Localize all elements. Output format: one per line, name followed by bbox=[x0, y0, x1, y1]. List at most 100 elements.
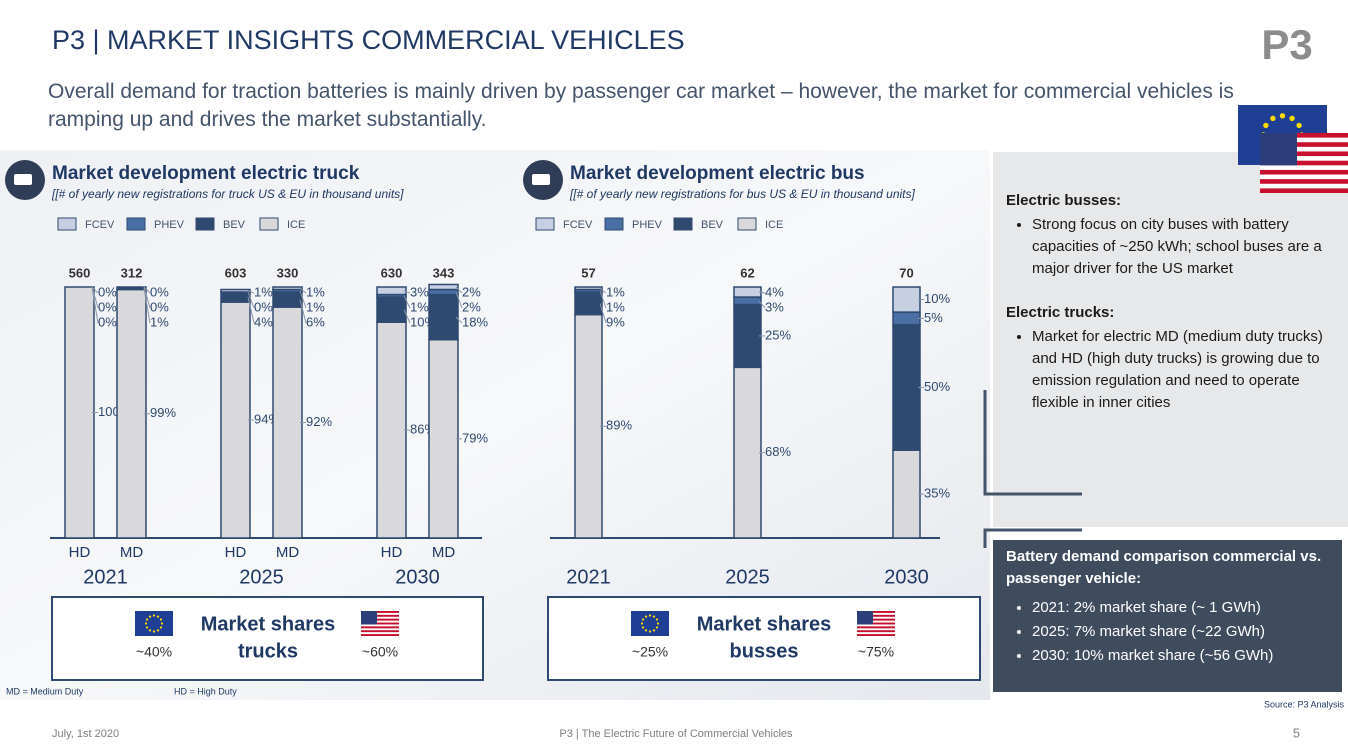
side-heading: Electric busses: bbox=[1006, 192, 1122, 209]
label-leader bbox=[403, 290, 411, 294]
market-share-us: ~60% bbox=[362, 644, 398, 660]
eu-star bbox=[655, 618, 659, 621]
market-share-title: Market shares bbox=[201, 613, 336, 635]
eu-star bbox=[145, 626, 149, 629]
total-label: 343 bbox=[433, 265, 455, 280]
label-leader bbox=[91, 286, 99, 324]
total-label: 70 bbox=[899, 265, 913, 280]
us-stripe bbox=[857, 626, 895, 629]
label-leader bbox=[247, 290, 255, 294]
bar-segment bbox=[428, 288, 459, 296]
data-label: 5% bbox=[924, 310, 943, 325]
eu-star bbox=[152, 630, 156, 633]
us-stripe bbox=[361, 630, 399, 633]
us-stripe bbox=[1260, 188, 1348, 193]
label-leader bbox=[455, 286, 463, 294]
data-label: 1% bbox=[606, 284, 625, 299]
eu-star bbox=[644, 629, 648, 632]
data-label: 6% bbox=[306, 314, 325, 329]
bar-segment bbox=[376, 296, 407, 323]
eu-star bbox=[655, 626, 659, 629]
source: Source: P3 Analysis bbox=[1264, 699, 1345, 709]
group-label: 2025 bbox=[239, 566, 284, 588]
eu-star bbox=[641, 626, 645, 629]
data-label: 0% bbox=[98, 314, 117, 329]
data-label: 2% bbox=[462, 299, 481, 314]
us-stripe bbox=[1260, 133, 1348, 138]
data-label: 0% bbox=[98, 284, 117, 299]
bar-segment bbox=[574, 286, 603, 291]
footer-date: July, 1st 2020 bbox=[52, 728, 119, 740]
eu-star bbox=[152, 614, 156, 617]
label-leader bbox=[403, 309, 411, 324]
side-panel: Electric busses: Strong focus on city bu… bbox=[1006, 190, 1328, 436]
bar-segment bbox=[220, 288, 251, 293]
data-label: 0% bbox=[98, 299, 117, 314]
us-stripe bbox=[857, 630, 895, 633]
data-label: 1% bbox=[306, 299, 325, 314]
category-label: HD bbox=[69, 544, 91, 561]
eu-star bbox=[1270, 115, 1276, 122]
data-label: 68% bbox=[765, 444, 791, 459]
bar-segment bbox=[272, 306, 303, 539]
battery-bullet: 2025: 7% market share (~22 GWh) bbox=[1032, 620, 1336, 644]
total-label: 62 bbox=[740, 265, 754, 280]
us-canton bbox=[361, 611, 377, 625]
legend-label: BEV bbox=[223, 219, 246, 231]
eu-star bbox=[641, 618, 645, 621]
bar-segment bbox=[574, 291, 603, 316]
category-label: MD bbox=[432, 544, 455, 561]
bar-segment bbox=[733, 366, 762, 539]
bar-segment bbox=[892, 311, 921, 326]
us-stripe bbox=[1260, 151, 1348, 157]
market-share-us: ~75% bbox=[858, 644, 894, 660]
data-label: 18% bbox=[462, 314, 488, 329]
data-label: 9% bbox=[606, 314, 625, 329]
bar-segment bbox=[733, 303, 762, 369]
data-label: 0% bbox=[254, 299, 273, 314]
data-label: 50% bbox=[924, 379, 950, 394]
us-stripe bbox=[1260, 169, 1348, 175]
label-leader bbox=[247, 296, 255, 324]
category-label: 2030 bbox=[884, 566, 929, 588]
eu-star bbox=[148, 615, 152, 618]
legend-swatch bbox=[57, 217, 77, 231]
category-label: MD bbox=[276, 544, 299, 561]
data-label: 1% bbox=[606, 299, 625, 314]
legend-label: PHEV bbox=[632, 219, 663, 231]
label-leader bbox=[91, 286, 99, 294]
bar-segment bbox=[428, 338, 459, 539]
data-label: 4% bbox=[254, 314, 273, 329]
eu-star bbox=[156, 615, 160, 618]
eu-star bbox=[159, 626, 163, 629]
eu-star bbox=[160, 622, 164, 625]
label-leader bbox=[599, 290, 607, 309]
market-share-title: busses bbox=[730, 640, 799, 662]
data-label: 99% bbox=[150, 405, 176, 420]
bar-segment bbox=[428, 283, 459, 291]
data-label: 0% bbox=[150, 299, 169, 314]
logo: P3 bbox=[1261, 21, 1312, 68]
data-label: 2% bbox=[462, 284, 481, 299]
us-canton bbox=[1260, 133, 1297, 166]
data-label: 89% bbox=[606, 418, 632, 433]
side-list: Strong focus on city buses with battery … bbox=[1006, 214, 1328, 280]
category-label: MD bbox=[120, 544, 143, 561]
eu-star bbox=[144, 622, 148, 625]
bar-segment bbox=[574, 313, 603, 539]
label-leader bbox=[758, 291, 766, 294]
data-label: 3% bbox=[765, 299, 784, 314]
eu-star bbox=[1263, 122, 1269, 129]
battery-bullet: 2021: 2% market share (~ 1 GWh) bbox=[1032, 596, 1336, 620]
legend-label: FCEV bbox=[85, 219, 115, 231]
eu-star bbox=[648, 630, 652, 633]
footnote: HD = High Duty bbox=[174, 686, 237, 696]
data-label: 4% bbox=[765, 284, 784, 299]
side-heading: Electric trucks: bbox=[1006, 304, 1115, 321]
eu-star bbox=[640, 622, 644, 625]
legend-swatch bbox=[737, 217, 757, 231]
bar-segment bbox=[220, 291, 251, 303]
legend-swatch bbox=[126, 217, 146, 231]
label-leader bbox=[599, 303, 607, 324]
